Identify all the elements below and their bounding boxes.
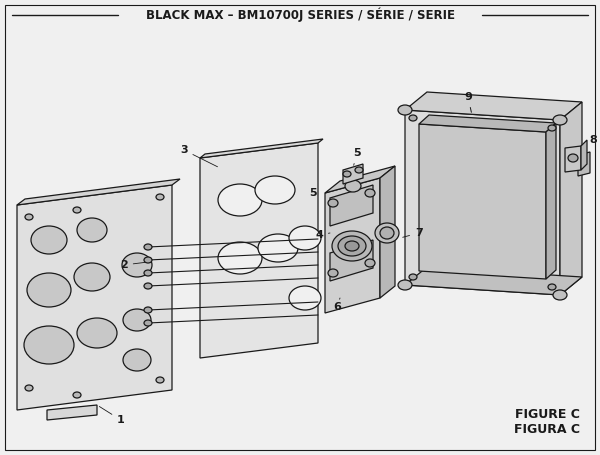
Polygon shape <box>405 92 582 120</box>
Ellipse shape <box>123 349 151 371</box>
Ellipse shape <box>338 236 366 256</box>
Ellipse shape <box>218 242 262 274</box>
Polygon shape <box>330 240 373 281</box>
Ellipse shape <box>289 226 321 250</box>
Ellipse shape <box>548 284 556 290</box>
Text: 6: 6 <box>333 298 341 312</box>
Polygon shape <box>560 102 582 295</box>
Text: 5: 5 <box>310 188 317 198</box>
Ellipse shape <box>218 184 262 216</box>
Ellipse shape <box>144 270 152 276</box>
Ellipse shape <box>73 392 81 398</box>
Polygon shape <box>325 178 380 313</box>
Ellipse shape <box>31 226 67 254</box>
Ellipse shape <box>122 253 152 277</box>
Ellipse shape <box>25 214 33 220</box>
Ellipse shape <box>24 326 74 364</box>
Polygon shape <box>565 146 581 172</box>
Polygon shape <box>405 267 582 295</box>
Text: 9: 9 <box>464 92 472 112</box>
Ellipse shape <box>398 280 412 290</box>
Polygon shape <box>330 185 373 226</box>
Ellipse shape <box>123 309 151 331</box>
Ellipse shape <box>25 385 33 391</box>
Ellipse shape <box>398 105 412 115</box>
Ellipse shape <box>74 263 110 291</box>
Polygon shape <box>200 139 323 158</box>
Polygon shape <box>419 124 546 279</box>
Polygon shape <box>17 185 172 410</box>
Ellipse shape <box>27 273 71 307</box>
Ellipse shape <box>144 283 152 289</box>
Ellipse shape <box>548 125 556 131</box>
Ellipse shape <box>144 307 152 313</box>
Ellipse shape <box>345 180 361 192</box>
Ellipse shape <box>156 194 164 200</box>
Polygon shape <box>578 152 590 176</box>
Polygon shape <box>200 143 318 358</box>
Ellipse shape <box>409 274 417 280</box>
Ellipse shape <box>328 199 338 207</box>
Polygon shape <box>405 110 560 295</box>
Polygon shape <box>47 405 97 420</box>
Text: 4: 4 <box>315 230 330 240</box>
Polygon shape <box>325 166 395 193</box>
Ellipse shape <box>345 241 359 251</box>
Ellipse shape <box>144 320 152 326</box>
Ellipse shape <box>144 244 152 250</box>
Ellipse shape <box>77 218 107 242</box>
Text: 8: 8 <box>589 135 597 145</box>
Text: 7: 7 <box>403 228 423 238</box>
Ellipse shape <box>73 207 81 213</box>
Ellipse shape <box>255 176 295 204</box>
Text: BLACK MAX – BM10700J SERIES / SÉRIE / SERIE: BLACK MAX – BM10700J SERIES / SÉRIE / SE… <box>146 8 455 22</box>
Ellipse shape <box>375 223 399 243</box>
Polygon shape <box>343 164 363 184</box>
Ellipse shape <box>355 167 363 173</box>
Polygon shape <box>380 166 395 298</box>
Polygon shape <box>17 179 180 205</box>
Text: 3: 3 <box>180 145 218 167</box>
Ellipse shape <box>332 231 372 261</box>
Ellipse shape <box>568 154 578 162</box>
Ellipse shape <box>144 257 152 263</box>
Text: FIGURE C: FIGURE C <box>515 408 580 421</box>
Ellipse shape <box>365 259 375 267</box>
Text: 2: 2 <box>120 260 145 270</box>
Ellipse shape <box>553 290 567 300</box>
Ellipse shape <box>289 286 321 310</box>
Text: 1: 1 <box>100 406 125 425</box>
Ellipse shape <box>258 234 298 262</box>
Ellipse shape <box>553 115 567 125</box>
Ellipse shape <box>409 115 417 121</box>
Ellipse shape <box>156 377 164 383</box>
Ellipse shape <box>343 171 351 177</box>
Ellipse shape <box>380 227 394 239</box>
Text: 5: 5 <box>353 148 361 165</box>
Polygon shape <box>419 115 556 132</box>
Ellipse shape <box>365 189 375 197</box>
Polygon shape <box>581 140 587 170</box>
Ellipse shape <box>77 318 117 348</box>
Text: FIGURA C: FIGURA C <box>514 423 580 436</box>
Ellipse shape <box>328 269 338 277</box>
Polygon shape <box>546 123 556 279</box>
